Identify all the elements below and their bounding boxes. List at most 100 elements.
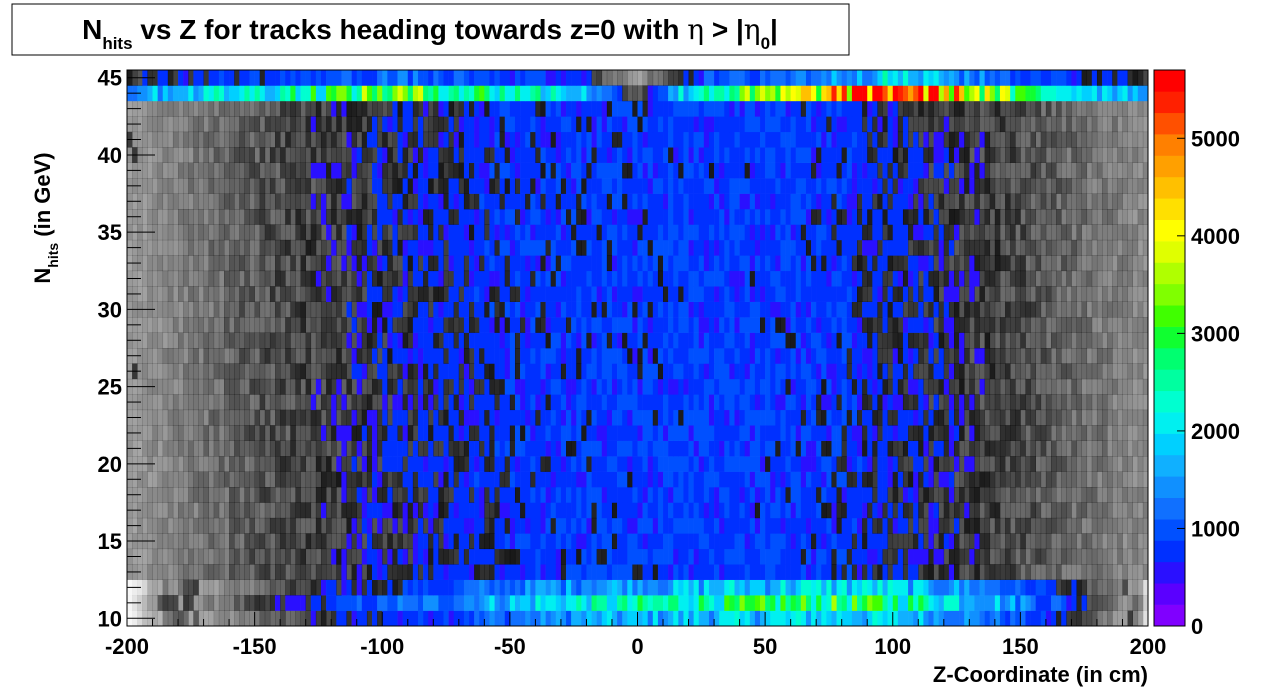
heatmap-cell (351, 548, 358, 565)
heatmap-cell (688, 548, 694, 565)
heatmap-cell (1015, 425, 1021, 441)
heatmap-cell (162, 595, 169, 611)
heatmap-cell (637, 255, 643, 272)
heatmap-cell (1086, 456, 1093, 472)
heatmap-cell (448, 317, 455, 333)
heatmap-cell (1045, 286, 1052, 302)
heatmap-cell (295, 471, 301, 488)
heatmap-cell (550, 363, 557, 380)
heatmap-cell (698, 548, 705, 565)
heatmap-cell (285, 348, 291, 364)
heatmap-cell (887, 456, 894, 472)
heatmap-cell (229, 440, 235, 457)
heatmap-cell (545, 301, 552, 318)
heatmap-cell (499, 517, 506, 534)
heatmap-cell (754, 317, 761, 333)
heatmap-cell (703, 317, 710, 333)
heatmap-cell (244, 409, 250, 426)
heatmap-cell (254, 471, 261, 488)
heatmap-cell (954, 517, 960, 534)
heatmap-cell (188, 471, 194, 488)
heatmap-cell (780, 456, 786, 472)
heatmap-cell (417, 394, 424, 411)
heatmap-cell (412, 548, 419, 565)
heatmap-cell (800, 517, 807, 534)
heatmap-cell (1086, 533, 1093, 550)
heatmap-cell (540, 332, 546, 349)
heatmap-cell (851, 363, 858, 380)
text-part: η (744, 13, 761, 46)
heatmap-cell (790, 440, 797, 457)
heatmap-cell (622, 255, 628, 272)
heatmap-cell (719, 579, 725, 596)
heatmap-cell (412, 471, 419, 488)
heatmap-cell (417, 378, 424, 395)
heatmap-cell (1112, 487, 1118, 503)
heatmap-cell (341, 487, 347, 503)
heatmap-cell (1127, 533, 1133, 550)
heatmap-cell (872, 471, 878, 488)
heatmap-cell (499, 286, 506, 302)
heatmap-cell (514, 363, 521, 380)
heatmap-cell (698, 255, 705, 272)
heatmap-cell (509, 564, 516, 580)
heatmap-cell (545, 317, 552, 333)
heatmap-cell (361, 610, 368, 627)
heatmap-cell (550, 471, 557, 488)
heatmap-cell (933, 363, 939, 380)
heatmap-cell (785, 286, 791, 302)
heatmap-cell (943, 363, 950, 380)
heatmap-cell (259, 378, 266, 395)
heatmap-cell (142, 409, 148, 426)
heatmap-cell (724, 456, 730, 472)
heatmap-cell (836, 255, 842, 272)
heatmap-cell (402, 595, 409, 611)
heatmap-cell (954, 548, 960, 565)
heatmap-cell (668, 270, 674, 287)
heatmap-cell (928, 378, 934, 395)
heatmap-cell (1025, 548, 1031, 565)
heatmap-cell (198, 471, 204, 488)
heatmap-cell (183, 255, 189, 272)
heatmap-cell (269, 409, 276, 426)
heatmap-cell (224, 517, 230, 534)
heatmap-cell (851, 595, 858, 611)
heatmap-cell (846, 487, 853, 503)
heatmap-cell (520, 255, 526, 272)
heatmap-cell (244, 255, 250, 272)
heatmap-cell (280, 610, 286, 627)
heatmap-cell (407, 301, 414, 318)
heatmap-cell (841, 425, 848, 441)
heatmap-cell (902, 487, 909, 503)
heatmap-cell (836, 378, 842, 395)
heatmap-cell (749, 317, 756, 333)
heatmap-cell (269, 363, 276, 380)
heatmap-cell (1015, 301, 1021, 318)
heatmap-cell (989, 255, 996, 272)
heatmap-cell (882, 363, 888, 380)
heatmap-cell (642, 456, 649, 472)
heatmap-cell (979, 317, 985, 333)
heatmap-cell (928, 517, 934, 534)
heatmap-cell (770, 301, 776, 318)
heatmap-cell (714, 317, 720, 333)
heatmap-cell (152, 564, 158, 580)
heatmap-cell (964, 533, 970, 550)
heatmap-cell (326, 363, 332, 380)
heatmap-cell (760, 317, 766, 333)
heatmap-cell (872, 348, 878, 364)
heatmap-cell (285, 487, 291, 503)
heatmap-cell (208, 487, 215, 503)
heatmap-cell (857, 394, 863, 411)
heatmap-cell (331, 564, 337, 580)
heatmap-cell (954, 440, 960, 457)
heatmap-cell (275, 239, 281, 256)
heatmap-cell (402, 239, 409, 256)
heatmap-cell (581, 502, 587, 519)
heatmap-cell (892, 286, 899, 302)
heatmap-cell (1045, 548, 1052, 565)
heatmap-cell (831, 394, 837, 411)
heatmap-cell (1122, 548, 1128, 565)
heatmap-cell (509, 348, 516, 364)
heatmap-cell (326, 487, 332, 503)
